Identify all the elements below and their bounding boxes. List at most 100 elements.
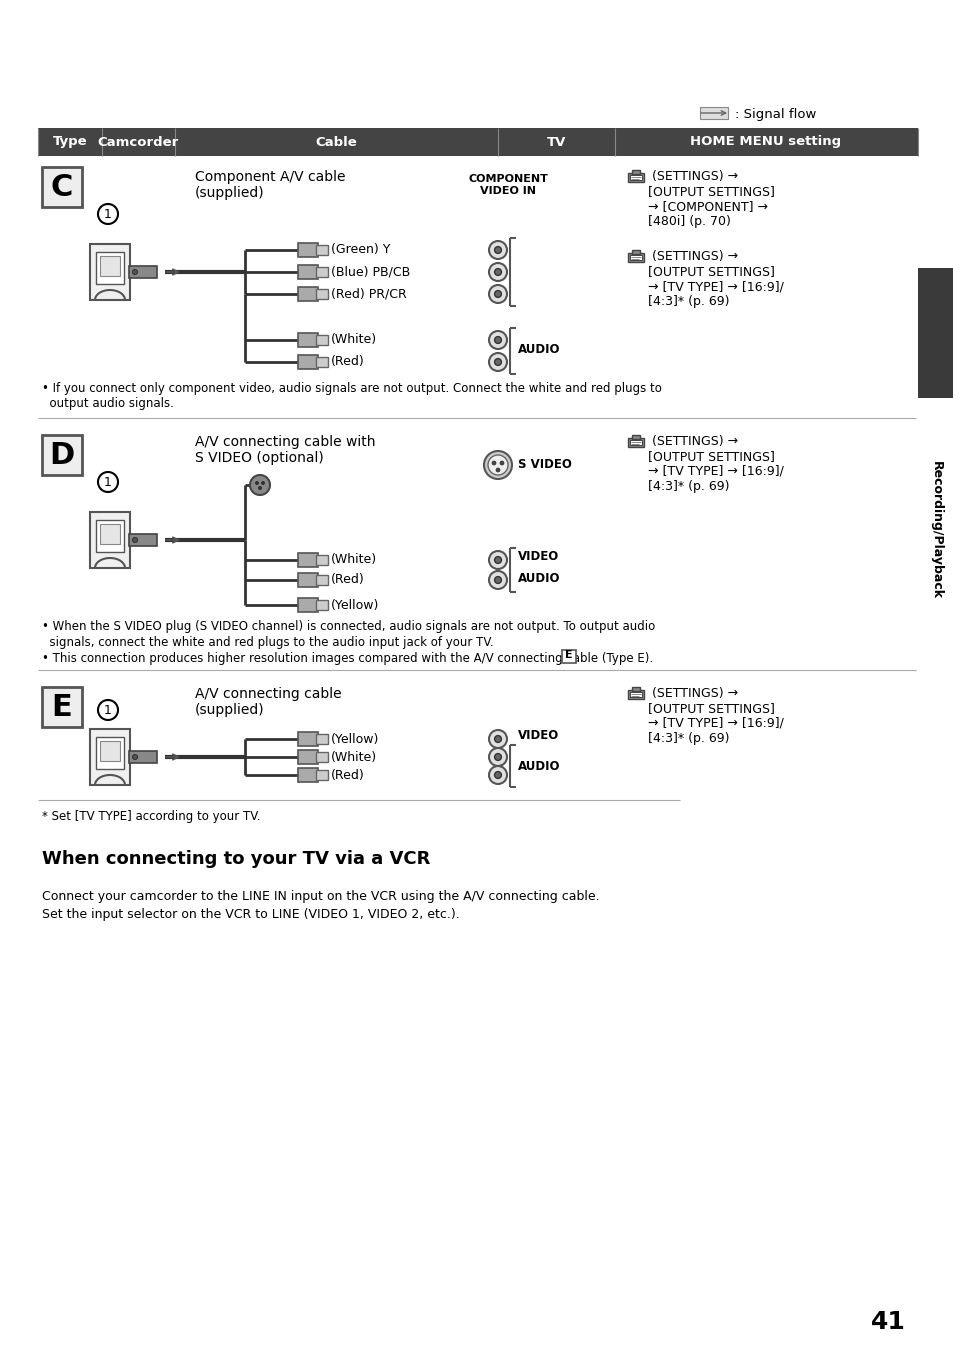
Text: : Signal flow: : Signal flow	[734, 109, 816, 121]
Bar	[90, 729, 130, 784]
Bar	[297, 731, 317, 746]
Text: C: C	[51, 172, 73, 201]
Bar	[96, 737, 124, 769]
Circle shape	[488, 455, 507, 475]
Circle shape	[489, 730, 506, 748]
Bar	[629, 175, 641, 180]
Bar	[627, 252, 643, 262]
Bar	[631, 687, 639, 691]
Circle shape	[494, 753, 501, 760]
Bar	[627, 689, 643, 699]
Circle shape	[489, 242, 506, 259]
Text: AUDIO: AUDIO	[517, 573, 560, 585]
Text: (Red) PR/CR: (Red) PR/CR	[331, 288, 406, 300]
Text: Camcorder: Camcorder	[97, 136, 178, 148]
Text: (White): (White)	[331, 554, 376, 566]
Circle shape	[494, 290, 501, 297]
Bar	[315, 335, 328, 345]
Circle shape	[489, 331, 506, 349]
Circle shape	[261, 482, 264, 484]
Text: E: E	[564, 650, 572, 660]
Text: (White): (White)	[331, 750, 376, 764]
Circle shape	[489, 263, 506, 281]
Circle shape	[250, 475, 270, 495]
Bar	[315, 734, 328, 744]
Circle shape	[489, 748, 506, 765]
Circle shape	[98, 700, 118, 721]
Bar	[627, 172, 643, 182]
Text: (SETTINGS) →
[OUTPUT SETTINGS]
→ [TV TYPE] → [16:9]/
[4:3]* (p. 69): (SETTINGS) → [OUTPUT SETTINGS] → [TV TYP…	[647, 250, 783, 308]
Text: • If you connect only component video, audio signals are not output. Connect the: • If you connect only component video, a…	[42, 383, 661, 410]
Circle shape	[489, 551, 506, 569]
Bar	[96, 252, 124, 284]
Circle shape	[489, 765, 506, 784]
Text: (Blue) PB/CB: (Blue) PB/CB	[331, 266, 410, 278]
Text: A/V connecting cable
(supplied): A/V connecting cable (supplied)	[194, 687, 341, 718]
Bar	[129, 266, 157, 278]
Text: (White): (White)	[331, 334, 376, 346]
Bar	[38, 128, 917, 156]
Bar	[297, 332, 317, 347]
Bar	[627, 438, 643, 446]
Bar	[315, 555, 328, 565]
Bar	[297, 356, 317, 369]
Text: (Red): (Red)	[331, 574, 364, 586]
Bar	[315, 357, 328, 366]
Bar	[42, 436, 82, 475]
Text: E: E	[51, 692, 72, 722]
Circle shape	[258, 487, 261, 490]
Text: 1: 1	[104, 703, 112, 716]
Circle shape	[494, 577, 501, 584]
Text: Recording/Playback: Recording/Playback	[928, 461, 942, 598]
Circle shape	[98, 472, 118, 493]
Text: Type: Type	[52, 136, 88, 148]
Text: (Yellow): (Yellow)	[331, 733, 379, 745]
Circle shape	[489, 353, 506, 370]
Text: 41: 41	[870, 1310, 905, 1334]
Circle shape	[494, 337, 501, 343]
Bar	[42, 687, 82, 727]
Circle shape	[494, 735, 501, 742]
Bar	[700, 107, 727, 119]
Bar	[315, 752, 328, 763]
Text: TV: TV	[547, 136, 566, 148]
Circle shape	[494, 772, 501, 779]
Text: Connect your camcorder to the LINE IN input on the VCR using the A/V connecting : Connect your camcorder to the LINE IN in…	[42, 890, 599, 902]
Text: • When the S VIDEO plug (S VIDEO channel) is connected, audio signals are not ou: • When the S VIDEO plug (S VIDEO channel…	[42, 620, 655, 632]
Circle shape	[494, 556, 501, 563]
Bar	[315, 267, 328, 277]
Bar	[297, 265, 317, 280]
Circle shape	[489, 285, 506, 303]
Bar	[297, 598, 317, 612]
Circle shape	[492, 461, 496, 465]
Text: COMPONENT
VIDEO IN: COMPONENT VIDEO IN	[468, 174, 547, 195]
Text: AUDIO: AUDIO	[517, 343, 560, 356]
Bar	[631, 250, 639, 254]
Circle shape	[494, 269, 501, 275]
Text: (SETTINGS) →
[OUTPUT SETTINGS]
→ [TV TYPE] → [16:9]/
[4:3]* (p. 69): (SETTINGS) → [OUTPUT SETTINGS] → [TV TYP…	[647, 687, 783, 745]
Bar	[90, 512, 130, 569]
Text: Set the input selector on the VCR to LINE (VIDEO 1, VIDEO 2, etc.).: Set the input selector on the VCR to LIN…	[42, 908, 459, 921]
Circle shape	[132, 754, 137, 760]
Bar	[629, 255, 641, 261]
Bar	[631, 170, 639, 174]
Bar	[297, 750, 317, 764]
Text: (Red): (Red)	[331, 356, 364, 369]
Text: HOME MENU setting: HOME MENU setting	[690, 136, 841, 148]
Text: • This connection produces higher resolution images compared with the A/V connec: • This connection produces higher resolu…	[42, 651, 653, 665]
Bar	[100, 256, 120, 275]
Bar	[90, 244, 130, 300]
Bar	[297, 768, 317, 782]
Text: Component A/V cable
(supplied): Component A/V cable (supplied)	[194, 170, 345, 201]
Bar	[561, 650, 576, 664]
Bar	[96, 520, 124, 552]
Text: When connecting to your TV via a VCR: When connecting to your TV via a VCR	[42, 849, 430, 868]
Bar	[100, 524, 120, 544]
Bar	[297, 554, 317, 567]
Circle shape	[489, 571, 506, 589]
Text: 1: 1	[104, 208, 112, 220]
Bar	[631, 436, 639, 440]
Text: (SETTINGS) →
[OUTPUT SETTINGS]
→ [TV TYPE] → [16:9]/
[4:3]* (p. 69): (SETTINGS) → [OUTPUT SETTINGS] → [TV TYP…	[647, 436, 783, 493]
Bar	[315, 769, 328, 780]
Circle shape	[483, 451, 512, 479]
